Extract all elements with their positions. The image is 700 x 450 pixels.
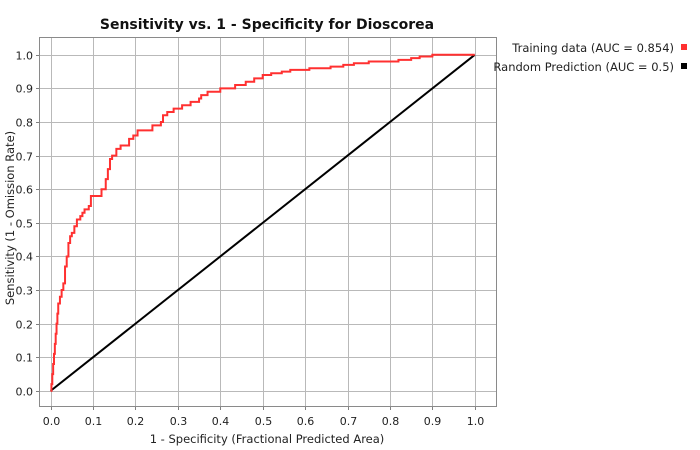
x-tick-label: 0.9 bbox=[424, 415, 442, 428]
series-layer bbox=[49, 53, 476, 392]
random-prediction-line bbox=[49, 54, 476, 392]
y-tick-label: 0.9 bbox=[16, 83, 34, 96]
y-tick-label: 0.7 bbox=[16, 151, 34, 164]
legend-label: Training data (AUC = 0.854) bbox=[511, 41, 674, 55]
legend-swatch bbox=[681, 63, 687, 69]
x-tick-label: 0.6 bbox=[297, 415, 315, 428]
chart-title: Sensitivity vs. 1 - Specificity for Dios… bbox=[100, 17, 434, 33]
y-tick-label: 0.4 bbox=[16, 251, 34, 264]
x-tick-label: 0.8 bbox=[382, 415, 400, 428]
y-tick-label: 0.0 bbox=[16, 386, 34, 399]
legend-swatch bbox=[681, 44, 687, 50]
x-tick-label: 0.3 bbox=[170, 415, 188, 428]
legend-label: Random Prediction (AUC = 0.5) bbox=[493, 60, 674, 74]
y-tick-label: 1.0 bbox=[16, 50, 34, 63]
x-tick-label: 0.0 bbox=[43, 415, 61, 428]
x-tick-label: 0.7 bbox=[340, 415, 358, 428]
training-data-line bbox=[50, 53, 475, 392]
y-tick-label: 0.1 bbox=[16, 352, 34, 365]
y-tick-label: 0.2 bbox=[16, 319, 34, 332]
x-tick-label: 1.0 bbox=[467, 415, 485, 428]
y-tick-label: 0.3 bbox=[16, 285, 34, 298]
legend: Training data (AUC = 0.854) Random Predic… bbox=[493, 41, 687, 74]
x-tick-label: 0.4 bbox=[212, 415, 230, 428]
x-axis-label: 1 - Specificity (Fractional Predicted Ar… bbox=[150, 432, 385, 446]
plot-frame bbox=[39, 37, 497, 407]
y-tick-label: 0.6 bbox=[16, 184, 34, 197]
axis-ticks: 0.0 0.1 0.2 0.3 0.4 0.5 0.6 0.7 0.8 0.9 1.0 0.0 0.1 0… bbox=[16, 50, 485, 429]
x-tick-label: 0.5 bbox=[255, 415, 273, 428]
x-tick-label: 0.1 bbox=[85, 415, 103, 428]
y-axis-label: Sensitivity (1 - Omission Rate) bbox=[3, 131, 17, 305]
x-tick-label: 0.2 bbox=[127, 415, 145, 428]
y-tick-label: 0.8 bbox=[16, 117, 34, 130]
y-tick-label: 0.5 bbox=[16, 218, 34, 231]
